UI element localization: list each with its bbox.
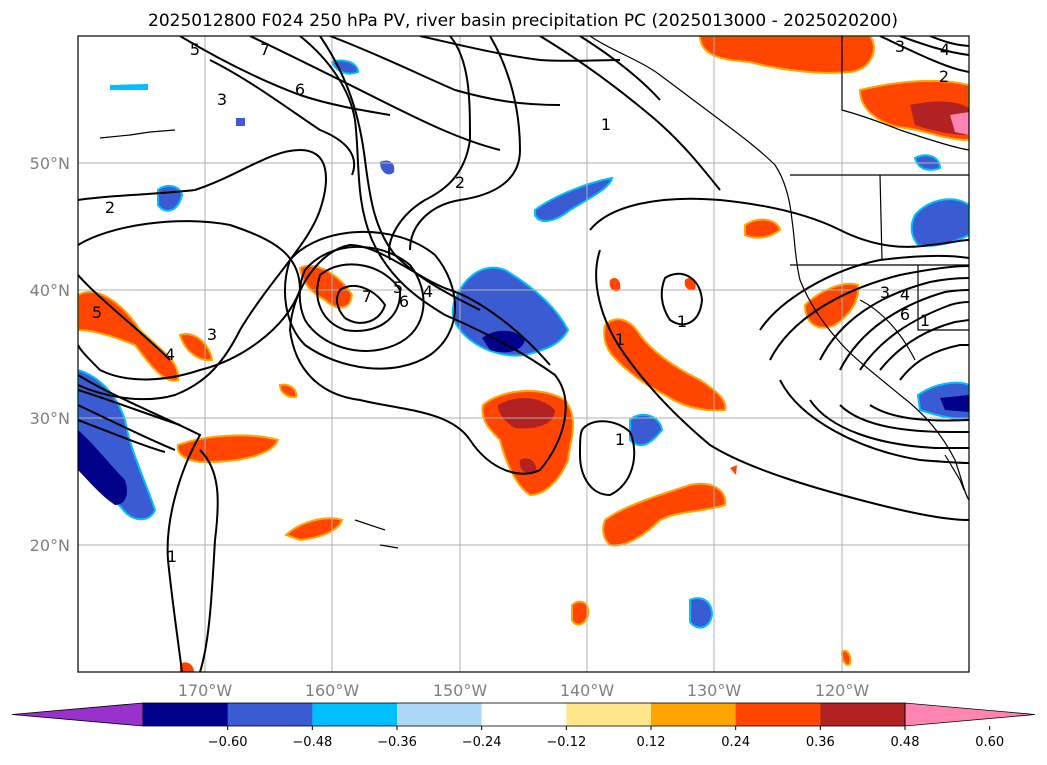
map-frame bbox=[77, 35, 970, 673]
contour-label: 3 bbox=[217, 90, 227, 109]
colorbar-segment bbox=[397, 703, 483, 726]
contour-label: 1 bbox=[601, 115, 611, 134]
colorbar-segment bbox=[481, 703, 567, 726]
lat-label: 50°N bbox=[30, 154, 70, 173]
contour-label: 6 bbox=[295, 80, 305, 99]
colorbar-segment bbox=[735, 703, 821, 726]
pv-contours bbox=[78, 36, 969, 672]
colorbar-segment bbox=[566, 703, 652, 726]
coastlines bbox=[99, 36, 969, 549]
contour-label: 6 bbox=[399, 292, 409, 311]
lat-label: 30°N bbox=[30, 409, 70, 428]
colorbar-segment bbox=[651, 703, 737, 726]
contour-label: 1 bbox=[615, 330, 625, 349]
contour-label: 4 bbox=[423, 282, 433, 301]
contour-label: 3 bbox=[895, 37, 905, 56]
colorbar-extend-high bbox=[904, 702, 1036, 727]
contour-label: 1 bbox=[615, 430, 625, 449]
colorbar-segment bbox=[143, 703, 229, 726]
colorbar-tick-label: −0.48 bbox=[292, 735, 332, 750]
contour-label: 1 bbox=[167, 547, 177, 566]
colorbar-tick-label: −0.36 bbox=[377, 735, 417, 750]
contour-label: 5 bbox=[92, 303, 102, 322]
figure-title: 2025012800 F024 250 hPa PV, river basin … bbox=[148, 11, 898, 31]
colorbar-tick-label: −0.12 bbox=[546, 735, 586, 750]
lon-label: 120°W bbox=[815, 681, 870, 700]
colorbar-segment bbox=[227, 703, 313, 726]
contour-label: 3 bbox=[880, 283, 890, 302]
contour-label: 7 bbox=[362, 287, 372, 306]
colorbar-segment bbox=[312, 703, 398, 726]
lat-label: 40°N bbox=[30, 281, 70, 300]
colorbar-tick-label: −0.60 bbox=[208, 735, 248, 750]
lon-label: 160°W bbox=[305, 681, 360, 700]
precip-positive-anomalies bbox=[78, 36, 969, 672]
lon-label: 130°W bbox=[687, 681, 742, 700]
contour-label: 6 bbox=[900, 305, 910, 324]
colorbar-tick-label: −0.24 bbox=[462, 735, 502, 750]
contour-label: 4 bbox=[165, 345, 175, 364]
lon-label: 170°W bbox=[178, 681, 233, 700]
map-panel: 5 7 6 3 2 1 2 5 4 7 5 6 4 3 1 1 1 1 3 4 bbox=[77, 35, 970, 673]
contour-label: 1 bbox=[920, 311, 930, 330]
colorbar-tick-label: 0.60 bbox=[975, 735, 1004, 750]
contour-label: 5 bbox=[190, 40, 200, 59]
graticule bbox=[78, 36, 969, 672]
contour-label: 7 bbox=[260, 40, 270, 59]
colorbar-tick-label: 0.36 bbox=[806, 735, 835, 750]
colorbar-tick-label: 0.48 bbox=[891, 735, 920, 750]
colorbar-tick-label: 0.12 bbox=[637, 735, 666, 750]
contour-label: 5 bbox=[393, 278, 403, 297]
colorbar bbox=[11, 702, 1036, 727]
contour-label: 2 bbox=[455, 173, 465, 192]
latitude-labels: 50°N 40°N 30°N 20°N bbox=[30, 154, 70, 555]
contour-label: 4 bbox=[900, 285, 910, 304]
lon-label: 140°W bbox=[560, 681, 615, 700]
colorbar-outline bbox=[142, 702, 906, 727]
colorbar-segment bbox=[820, 703, 906, 726]
contour-label: 2 bbox=[105, 198, 115, 217]
contour-label: 1 bbox=[677, 312, 687, 331]
colorbar-extend-low bbox=[11, 702, 144, 727]
longitude-labels: 170°W 160°W 150°W 140°W 130°W 120°W bbox=[178, 681, 870, 700]
colorbar-tick-label: 0.24 bbox=[721, 735, 750, 750]
colorbar-ticks: −0.60 −0.48 −0.36 −0.24 −0.12 0.12 0.24 0.36 0.4… bbox=[208, 726, 1004, 750]
contour-label: 2 bbox=[939, 67, 949, 86]
contour-label: 4 bbox=[940, 40, 950, 59]
contour-label: 3 bbox=[207, 325, 217, 344]
pv-contour-labels: 5 7 6 3 2 1 2 5 4 7 5 6 4 3 1 1 1 1 3 4 bbox=[92, 37, 950, 566]
lat-label: 20°N bbox=[30, 536, 70, 555]
lon-label: 150°W bbox=[433, 681, 488, 700]
